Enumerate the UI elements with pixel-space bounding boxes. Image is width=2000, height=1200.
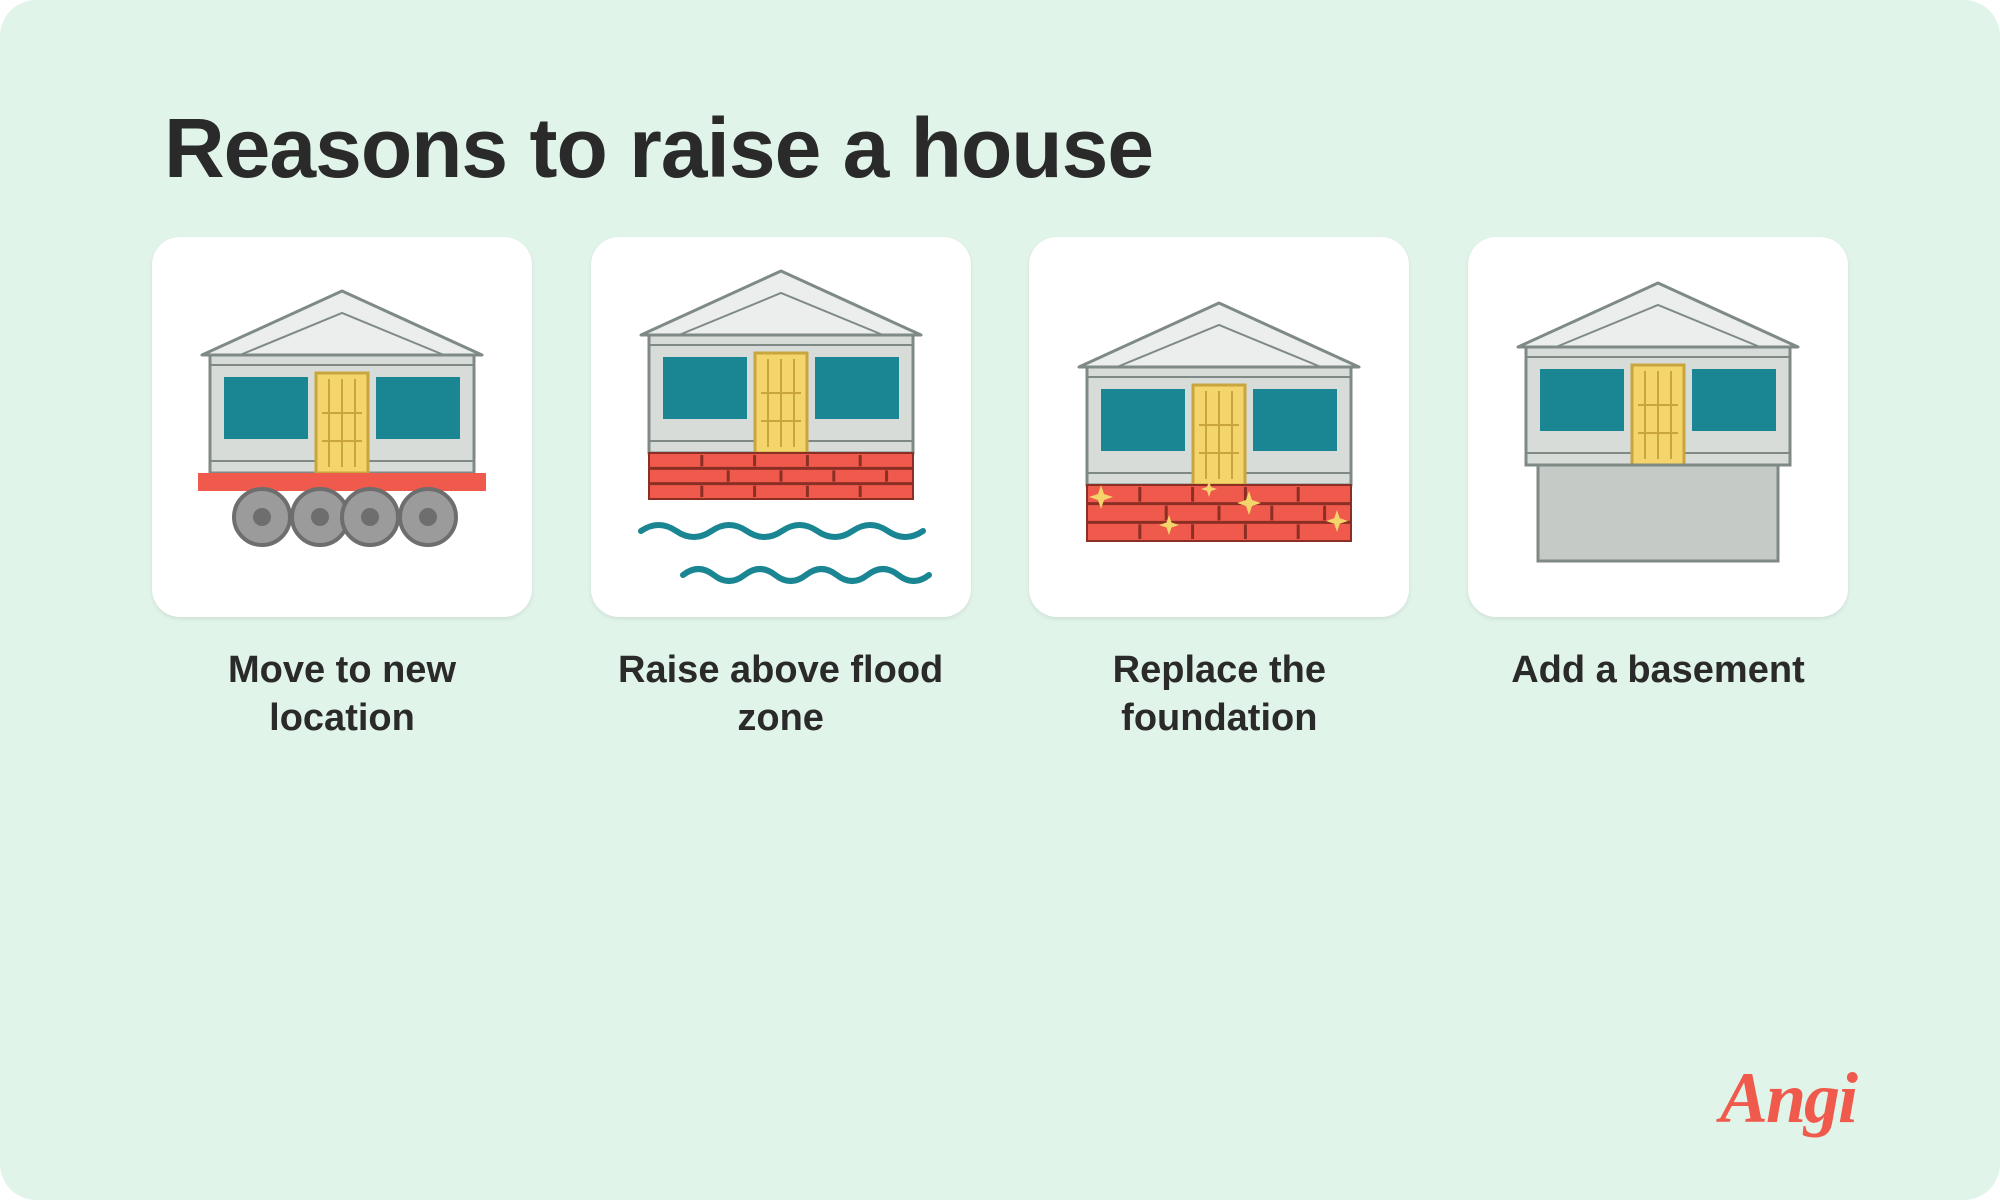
house-on-trailer-icon (172, 257, 512, 597)
infographic-page: Reasons to raise a house Move to new loc… (0, 0, 2000, 1200)
card-row: Move to new location Raise above flood z… (96, 237, 1904, 1057)
card-basement: Add a basement (1468, 237, 1848, 695)
card-foundation-tile (1029, 237, 1409, 617)
house-with-basement-icon (1488, 257, 1828, 597)
card-foundation-caption: Replace the foundation (1029, 647, 1409, 742)
card-basement-caption: Add a basement (1511, 647, 1805, 695)
card-flood-caption: Raise above flood zone (591, 647, 971, 742)
house-new-foundation-icon (1049, 257, 1389, 597)
card-move-caption: Move to new location (152, 647, 532, 742)
page-title: Reasons to raise a house (164, 100, 1884, 197)
brand-logo: Angi (1720, 1057, 1856, 1140)
card-move-tile (152, 237, 532, 617)
card-flood-tile (591, 237, 971, 617)
card-move: Move to new location (152, 237, 532, 742)
card-foundation: Replace the foundation (1029, 237, 1409, 742)
card-flood: Raise above flood zone (591, 237, 971, 742)
house-above-water-icon (611, 257, 951, 597)
card-basement-tile (1468, 237, 1848, 617)
